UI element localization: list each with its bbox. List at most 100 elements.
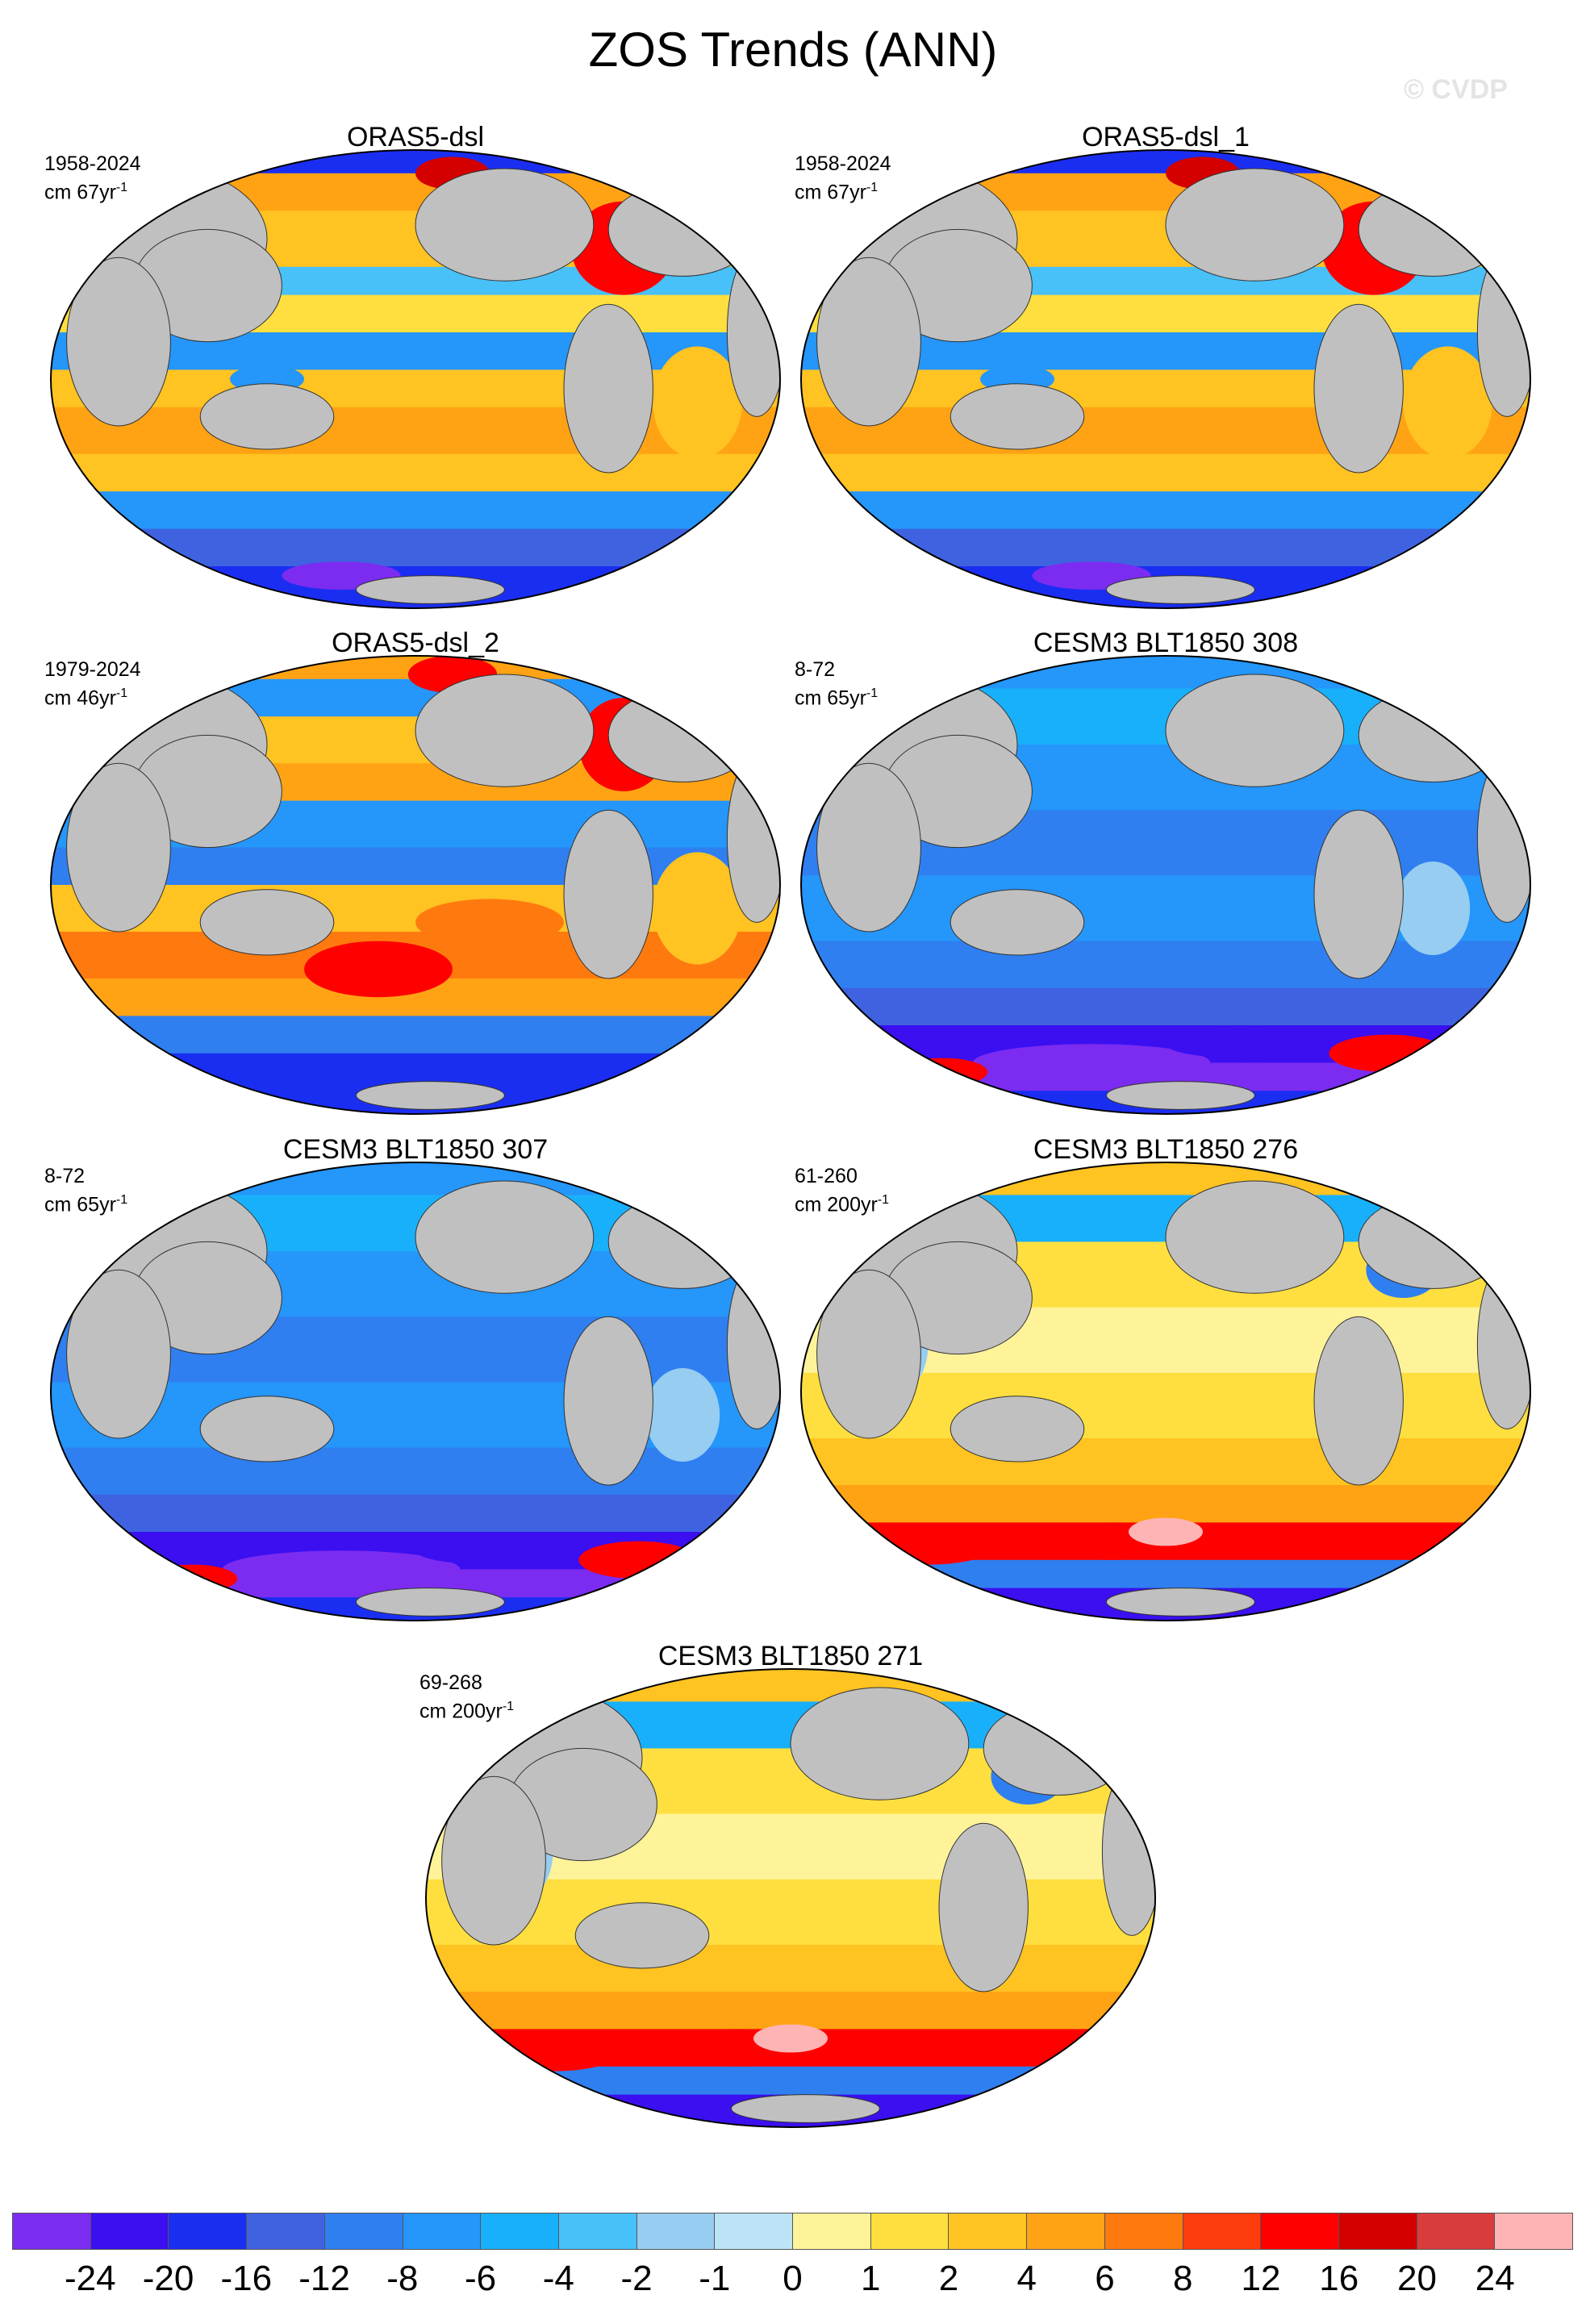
land-mass [574, 1902, 710, 1969]
ocean-trend-band [51, 1016, 780, 1054]
ocean-trend-feature [1166, 1029, 1314, 1058]
land-mass [1358, 181, 1508, 277]
colorbar-cell [1417, 2213, 1496, 2249]
ocean-trend-band [801, 1438, 1530, 1486]
colorbar-cell [558, 2213, 637, 2249]
colorbar-label: 2 [938, 2259, 959, 2298]
colorbar-label: -20 [142, 2259, 194, 2298]
map-outline [50, 149, 781, 609]
colorbar-label: 4 [1016, 2259, 1037, 2298]
land-mass [66, 1269, 171, 1439]
ocean-trend-band [801, 453, 1530, 493]
panel-units: cm 200yr-1 [795, 1193, 890, 1216]
map-outline [425, 1668, 1156, 2128]
panel-title: CESM3 BLT1850 307 [282, 1134, 549, 1165]
ocean-trend-band [801, 941, 1530, 989]
colorbar-cell [636, 2213, 716, 2249]
colorbar-label: 16 [1319, 2259, 1359, 2298]
figure-title: ZOS Trends (ANN) [588, 23, 998, 77]
panel-period: 69-268 [419, 1671, 482, 1694]
ocean-trend-band [51, 1447, 780, 1496]
world-map [800, 655, 1531, 1115]
colorbar-label: 1 [861, 2259, 881, 2298]
land-mass [938, 1822, 1029, 1992]
colorbar [12, 2213, 1573, 2250]
land-mass [1313, 303, 1404, 474]
land-mass [441, 1775, 546, 1946]
colorbar-cell [949, 2213, 1028, 2249]
land-mass [607, 181, 758, 277]
panel-period: 61-260 [795, 1165, 858, 1187]
land-mass [950, 383, 1085, 450]
world-map [800, 1162, 1531, 1621]
panel-units: cm 200yr-1 [419, 1700, 515, 1723]
land-mass [950, 889, 1085, 956]
map-panel: CESM3 BLT1850 308 8-72 cm 65yr-1 [795, 627, 1537, 1127]
world-map [50, 1162, 781, 1621]
ocean-trend-band [51, 453, 780, 493]
land-mass [1476, 1260, 1530, 1429]
world-map [800, 149, 1531, 609]
colorbar-cell [324, 2213, 403, 2249]
ocean-trend-feature [148, 1564, 238, 1593]
colorbar-cell [13, 2213, 91, 2249]
colorbar-cell [1104, 2213, 1183, 2249]
ocean-trend-band [51, 491, 780, 530]
panel-title: ORAS5-dsl_1 [1082, 122, 1250, 152]
colorbar-label: 8 [1173, 2259, 1193, 2298]
colorbar-cell [715, 2213, 794, 2249]
land-mass [1105, 575, 1255, 604]
ocean-trend-feature [415, 1536, 564, 1565]
map-panel: ORAS5-dsl 1958-2024 cm 67yr-1 [44, 121, 787, 621]
map-outline [50, 1162, 781, 1621]
colorbar-label: -2 [620, 2259, 653, 2298]
panel-title: ORAS5-dsl [346, 122, 485, 152]
colorbar-cell [1338, 2213, 1417, 2249]
ocean-trend-feature [645, 1368, 720, 1462]
panel-title: CESM3 BLT1850 271 [657, 1641, 924, 1671]
map-panel: CESM3 BLT1850 276 61-260 cm 200yr-1 [795, 1133, 1537, 1633]
map-panel: ORAS5-dsl_2 1979-2024 cm 46yr-1 [44, 627, 787, 1127]
ocean-trend-feature [869, 1536, 988, 1565]
land-mass [415, 1180, 595, 1294]
colorbar-label: -1 [699, 2259, 731, 2298]
colorbar-label: -6 [464, 2259, 497, 2298]
land-mass [607, 687, 758, 782]
land-mass [726, 1260, 780, 1429]
panel-units: cm 67yr-1 [44, 181, 128, 204]
ocean-trend-band [801, 491, 1530, 530]
map-outline [50, 655, 781, 1115]
panel-units: cm 65yr-1 [44, 1193, 128, 1216]
ocean-trend-band [51, 847, 780, 886]
land-mass [816, 762, 921, 933]
ocean-trend-feature [753, 2024, 828, 2053]
colorbar-cell [1495, 2213, 1573, 2249]
colorbar-cell [870, 2213, 950, 2249]
land-mass [1476, 753, 1530, 923]
watermark: © CVDP [1404, 74, 1508, 105]
land-mass [199, 383, 335, 450]
ocean-trend-band [51, 528, 780, 567]
ocean-trend-feature [972, 1044, 1211, 1082]
land-mass [816, 1269, 921, 1439]
ocean-trend-band [801, 1485, 1530, 1524]
land-mass [1105, 1081, 1255, 1110]
ocean-trend-band [426, 1945, 1155, 1992]
world-map [50, 149, 781, 609]
ocean-trend-band [801, 173, 1530, 212]
ocean-trend-feature [415, 899, 564, 946]
land-mass [1358, 1194, 1508, 1289]
colorbar-label: -8 [386, 2259, 419, 2298]
ocean-trend-feature [304, 941, 453, 998]
land-mass [950, 1396, 1085, 1462]
world-map [50, 655, 781, 1115]
colorbar-cell [403, 2213, 482, 2249]
panel-period: 8-72 [44, 1165, 86, 1187]
ocean-trend-band [51, 678, 780, 718]
ocean-trend-band [426, 2066, 1155, 2096]
land-mass [66, 762, 171, 933]
map-panel: CESM3 BLT1850 271 69-268 cm 200yr-1 [419, 1640, 1162, 2140]
map-panel: CESM3 BLT1850 307 8-72 cm 65yr-1 [44, 1133, 787, 1633]
colorbar-cell [247, 2213, 325, 2249]
ocean-trend-feature [1129, 1517, 1203, 1546]
